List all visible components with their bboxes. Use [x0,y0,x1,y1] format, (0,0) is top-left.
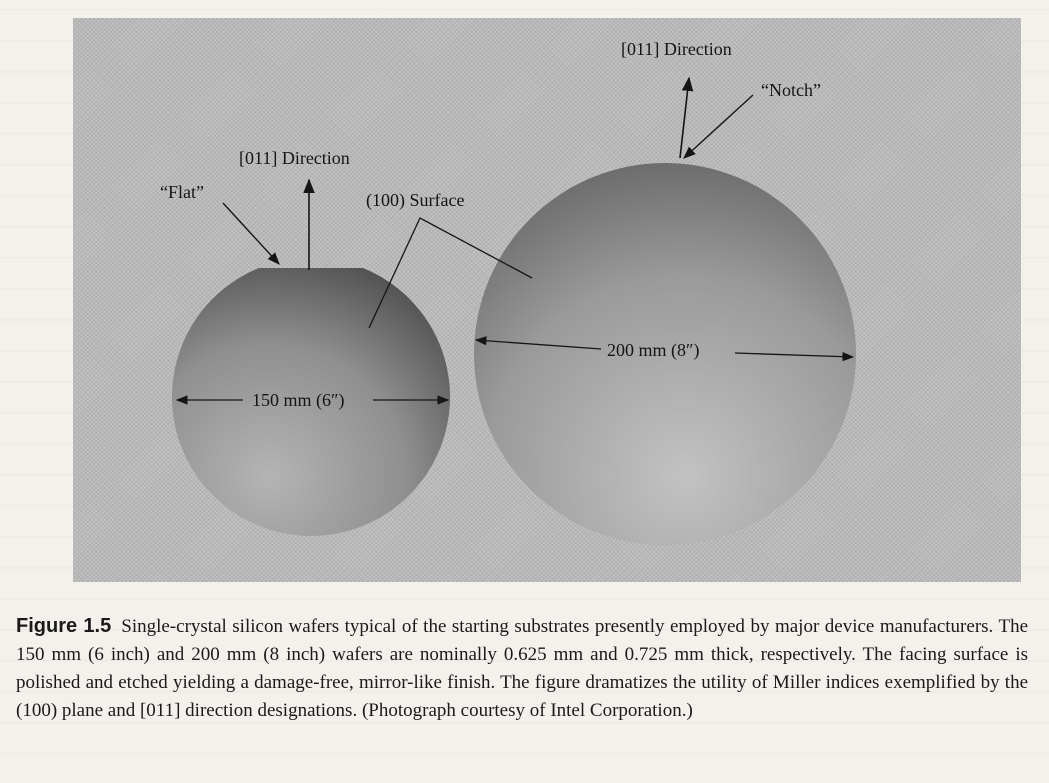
large-direction-arrow [679,76,694,159]
large-diameter-label: 200 mm (8″) [607,340,700,361]
large-diameter-arrow-right [734,351,855,362]
large-direction-label: [011] Direction [621,39,732,59]
large-wafer [474,163,856,545]
wafer-diagram: [011] Direction “Flat” (100) Surface [01… [160,39,856,545]
flat-pointer [222,202,280,265]
notch-pointer [683,94,754,159]
small-direction-label: [011] Direction [239,148,350,168]
wafer-photograph: [011] Direction “Flat” (100) Surface [01… [73,18,1021,582]
figure-caption: Figure 1.5 Single-crystal silicon wafers … [16,612,1028,725]
flat-label: “Flat” [160,182,204,202]
large-diameter-arrow-left [474,336,602,350]
notch-label: “Notch” [761,80,821,100]
small-wafer [172,268,450,536]
figure-number: Figure 1.5 [16,615,112,637]
surface-pointer [368,217,533,329]
caption-text: Single-crystal silicon wafers typical of… [16,616,1028,721]
surface-label: (100) Surface [366,190,464,211]
small-diameter-label: 150 mm (6″) [252,390,345,411]
